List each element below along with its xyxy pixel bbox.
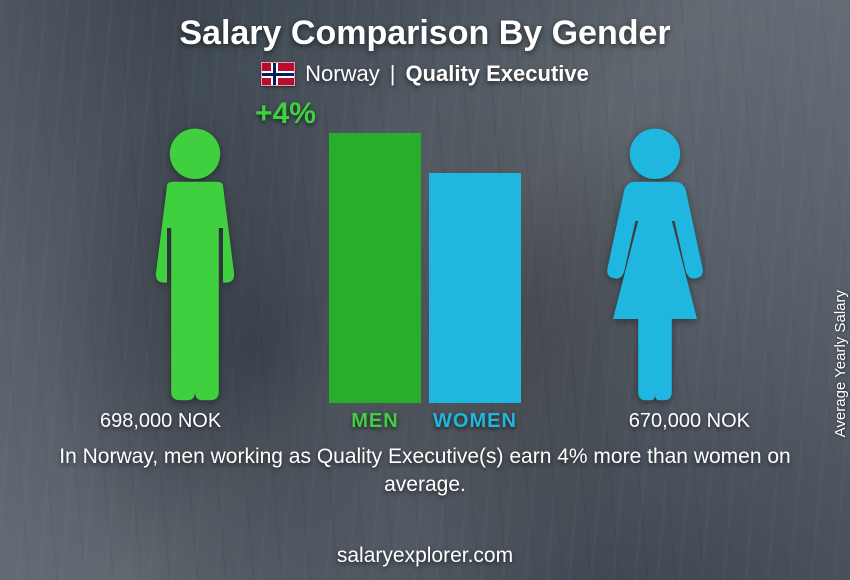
subtitle-row: Norway | Quality Executive bbox=[261, 61, 589, 87]
women-salary-value: 670,000 NOK bbox=[629, 410, 750, 433]
norway-flag-icon bbox=[261, 62, 295, 86]
men-salary-bar bbox=[329, 133, 421, 403]
men-category-label: MEN bbox=[329, 410, 421, 433]
women-category-label: WOMEN bbox=[429, 410, 521, 433]
footer-source: salaryexplorer.com bbox=[0, 544, 850, 568]
female-figure-icon bbox=[585, 123, 725, 403]
job-title-label: Quality Executive bbox=[405, 61, 588, 87]
men-salary-value: 698,000 NOK bbox=[100, 410, 221, 433]
male-figure-icon bbox=[125, 123, 265, 403]
women-salary-bar bbox=[429, 173, 521, 403]
separator: | bbox=[390, 61, 396, 87]
salary-comparison-chart: +4% MEN WOMEN 698,000 NOK 670,000 NOK bbox=[45, 101, 805, 431]
summary-text: In Norway, men working as Quality Execut… bbox=[45, 443, 805, 500]
bar-group bbox=[329, 133, 521, 403]
bar-category-labels: MEN WOMEN bbox=[329, 410, 521, 433]
y-axis-label: Average Yearly Salary bbox=[832, 290, 849, 437]
page-title: Salary Comparison By Gender bbox=[179, 14, 670, 53]
country-label: Norway bbox=[305, 61, 380, 87]
